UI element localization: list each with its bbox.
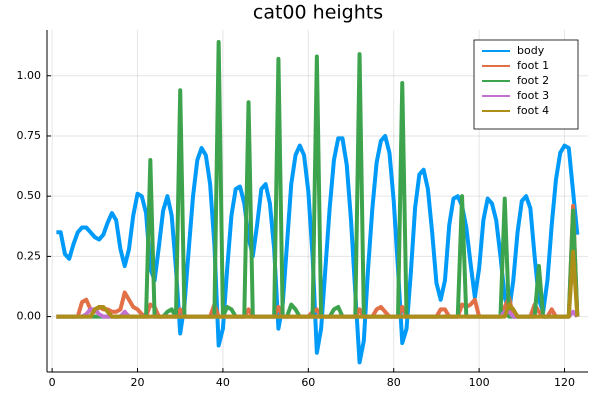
series-line [56,133,580,365]
y-tick-label: 0.00 [17,310,42,323]
x-tick-label: 80 [387,376,401,389]
x-tick-label: 40 [216,376,230,389]
legend-label: foot 1 [517,59,549,72]
x-tick-label: 60 [301,376,315,389]
y-tick-label: 0.50 [17,189,42,202]
legend-label: foot 4 [517,104,549,117]
series-line [56,249,580,319]
y-tick-label: 0.25 [17,249,42,262]
y-tick-label: 1.00 [17,69,42,82]
x-tick-label: 120 [554,376,575,389]
y-tick-label: 0.75 [17,129,42,142]
x-tick-label: 0 [49,376,56,389]
x-tick-label: 20 [131,376,145,389]
legend-label: body [517,44,545,57]
legend-label: foot 2 [517,74,549,87]
chart-title: cat00 heights [253,2,383,24]
legend-label: foot 3 [517,89,549,102]
x-tick-label: 100 [469,376,490,389]
legend-box [473,39,579,130]
